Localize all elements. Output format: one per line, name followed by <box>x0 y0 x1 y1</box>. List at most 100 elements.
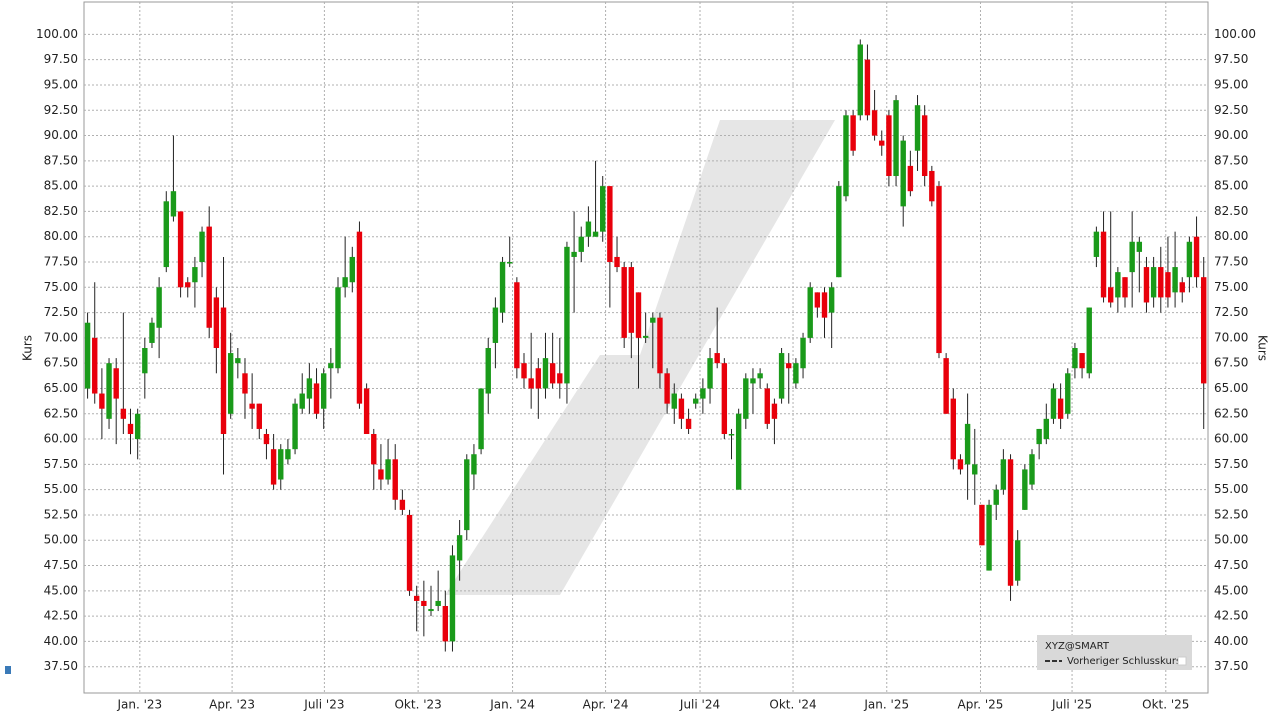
candle-body <box>449 555 456 642</box>
candle-body <box>392 459 398 500</box>
y-tick-label: 47.50 <box>44 558 78 572</box>
candle-body <box>771 403 778 419</box>
candle-body <box>557 373 563 384</box>
candle-body <box>278 449 284 480</box>
candle-body <box>936 186 942 354</box>
y-tick-label: 97.50 <box>44 52 78 66</box>
candle-body <box>707 358 713 389</box>
candle-body <box>92 337 98 394</box>
candle-body <box>950 398 956 460</box>
candle-body <box>220 307 227 435</box>
legend-symbol: XYZ@SMART <box>1045 641 1110 652</box>
candle-body <box>328 363 334 369</box>
y-tick-label: 77.50 <box>44 255 78 269</box>
candle-body <box>149 322 155 343</box>
y-tick-label: 75.00 <box>44 280 78 294</box>
candle-body <box>914 105 921 151</box>
y-tick-label: 72.50 <box>44 305 78 319</box>
candle-body <box>1193 236 1200 278</box>
y-tick-label: 90.00 <box>44 128 78 142</box>
y-tick-label: 67.50 <box>44 356 78 370</box>
x-tick-label: Jan. '25 <box>863 698 909 712</box>
candle-body <box>227 353 234 414</box>
y2-tick-label: 70.00 <box>1214 330 1248 344</box>
y2-axis-label: Kurs <box>1256 335 1270 361</box>
candle-body <box>807 287 813 338</box>
y-tick-label: 57.50 <box>44 457 78 471</box>
y2-tick-label: 90.00 <box>1214 128 1248 142</box>
candle-body <box>242 373 248 394</box>
candle-body <box>979 504 985 546</box>
candle-body <box>1043 418 1050 440</box>
candle-body <box>721 363 728 435</box>
candle-body <box>256 403 262 429</box>
candle-body <box>1150 267 1157 298</box>
candle-body <box>127 423 134 435</box>
y2-tick-label: 57.50 <box>1214 457 1248 471</box>
y-tick-label: 62.50 <box>44 406 78 420</box>
y-tick-label: 87.50 <box>44 153 78 167</box>
y2-tick-label: 37.50 <box>1214 659 1248 673</box>
candle-body <box>857 44 863 116</box>
candle-body <box>492 307 499 343</box>
candle-body <box>249 403 255 409</box>
y2-tick-label: 55.00 <box>1214 482 1248 496</box>
candle-body <box>1115 272 1121 298</box>
candle-body <box>456 535 463 561</box>
candle-body <box>1086 307 1092 374</box>
candle-body <box>263 434 270 445</box>
candle-body <box>700 388 706 399</box>
y2-tick-label: 42.50 <box>1214 609 1248 623</box>
legend-checkbox[interactable] <box>1177 656 1187 666</box>
y2-tick-label: 100.00 <box>1214 27 1256 41</box>
candle-body <box>664 373 670 404</box>
candle-body <box>413 595 420 601</box>
candle-body <box>485 348 491 394</box>
y2-tick-label: 67.50 <box>1214 356 1248 370</box>
candle-body <box>270 449 277 485</box>
candle-body <box>836 186 842 278</box>
y2-tick-label: 82.50 <box>1214 204 1248 218</box>
y2-tick-label: 45.00 <box>1214 583 1248 597</box>
y-tick-label: 82.50 <box>44 204 78 218</box>
candle-body <box>156 287 162 328</box>
y-tick-label: 80.00 <box>44 229 78 243</box>
candle-body <box>134 413 141 440</box>
candle-body <box>778 353 785 399</box>
candle-body <box>564 246 570 384</box>
candle-body <box>1036 428 1042 445</box>
candle-body <box>1179 282 1185 293</box>
candle-body <box>957 459 964 470</box>
y-tick-label: 52.50 <box>44 507 78 521</box>
candle-body <box>800 337 806 369</box>
candle-body <box>421 600 427 606</box>
y-tick-label: 60.00 <box>44 432 78 446</box>
candle-body <box>507 262 513 264</box>
candle-body <box>177 211 184 288</box>
y2-tick-label: 80.00 <box>1214 229 1248 243</box>
candle-body <box>628 267 635 333</box>
x-tick-label: Apr. '23 <box>209 698 255 712</box>
y-tick-label: 40.00 <box>44 634 78 648</box>
candle-body <box>786 363 792 369</box>
candle-body <box>671 393 677 409</box>
candle-body <box>964 423 971 465</box>
candle-body <box>335 287 341 369</box>
candle-body <box>292 403 298 450</box>
candle-body <box>142 348 148 374</box>
candle-body <box>528 378 534 389</box>
candle-body <box>349 256 356 283</box>
candle-body <box>578 236 584 252</box>
candle-body <box>206 226 212 328</box>
y-tick-label: 65.00 <box>44 381 78 395</box>
candle-body <box>113 368 119 399</box>
candle-body <box>1014 540 1021 581</box>
candle-body <box>1065 373 1071 414</box>
y2-tick-label: 87.50 <box>1214 153 1248 167</box>
y2-tick-label: 85.00 <box>1214 179 1248 193</box>
y2-tick-label: 62.50 <box>1214 406 1248 420</box>
watermark <box>445 120 835 595</box>
candle-body <box>320 373 327 409</box>
x-tick-label: Jan. '24 <box>489 698 535 712</box>
candle-body <box>585 221 592 237</box>
